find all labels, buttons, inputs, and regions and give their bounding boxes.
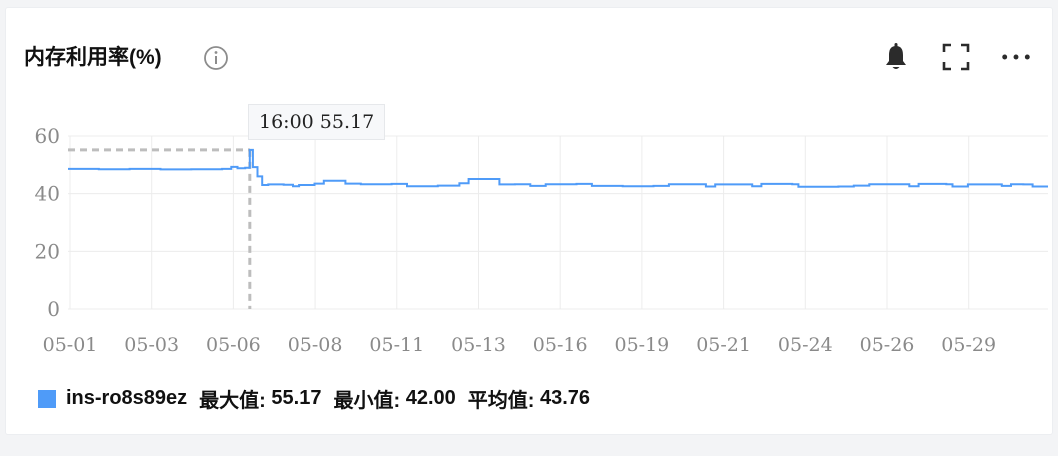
x-tick-label: 05-08 <box>288 334 343 356</box>
x-tick-label: 05-06 <box>206 334 261 356</box>
x-tick-label: 05-01 <box>43 334 98 356</box>
more-horizontal-icon <box>1002 54 1030 60</box>
x-tick-label: 05-24 <box>778 334 833 356</box>
x-tick-label: 05-19 <box>615 334 670 356</box>
fullscreen-icon <box>942 43 970 71</box>
chart-legend: ins-ro8s89ez 最大值: 55.17 最小值: 42.00 平均值: … <box>38 384 602 413</box>
chart-panel <box>6 8 1052 434</box>
panel-title: 内存利用率(%) <box>24 46 162 69</box>
legend-min-label: 最小值: <box>333 390 401 412</box>
x-tick-label: 05-13 <box>451 334 506 356</box>
more-button[interactable] <box>1000 40 1032 74</box>
legend-swatch[interactable] <box>38 389 56 408</box>
series-line-0 <box>68 148 1048 188</box>
x-tick-label: 05-03 <box>124 334 179 356</box>
alarm-button[interactable] <box>880 40 912 74</box>
info-circle-icon[interactable] <box>203 45 229 71</box>
x-tick-label: 05-16 <box>533 334 588 356</box>
legend-avg-value: 43.76 <box>540 387 591 409</box>
x-tick-label: 05-29 <box>941 334 996 356</box>
x-tick-label: 05-26 <box>860 334 915 356</box>
chart-tooltip: 16:00 55.17 <box>248 104 386 140</box>
legend-max-value: 55.17 <box>271 387 322 409</box>
legend-avg-label: 平均值: <box>467 390 535 412</box>
fullscreen-button[interactable] <box>940 40 972 74</box>
y-tick-label: 40 <box>35 182 60 206</box>
y-tick-label: 60 <box>35 124 60 148</box>
y-tick-label: 20 <box>35 239 60 263</box>
x-tick-label: 05-21 <box>696 334 751 356</box>
x-tick-label: 05-11 <box>369 334 424 356</box>
legend-series-name[interactable]: ins-ro8s89ez <box>66 387 188 409</box>
bell-icon <box>886 43 906 69</box>
y-tick-label: 0 <box>47 297 60 321</box>
legend-max-label: 最大值: <box>199 390 266 412</box>
legend-min-value: 42.00 <box>405 387 456 409</box>
